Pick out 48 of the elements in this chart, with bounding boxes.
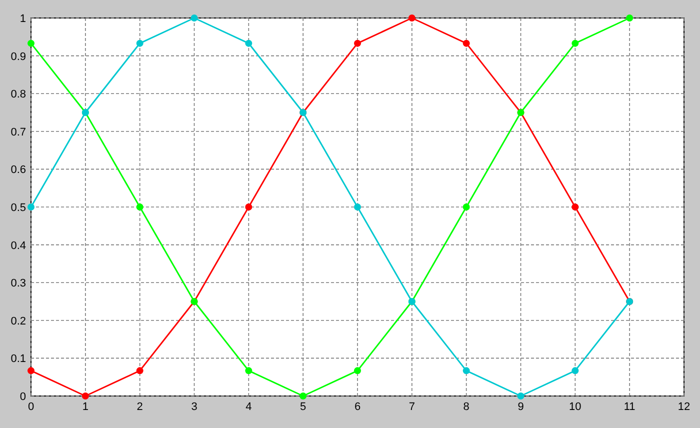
point <box>245 367 252 374</box>
point <box>572 40 579 47</box>
x-tick-label: 1 <box>82 401 88 413</box>
x-tick-label: 7 <box>408 401 415 413</box>
point <box>28 40 34 47</box>
y-tick-label: 0.7 <box>10 126 26 138</box>
x-tick-label: 11 <box>624 401 636 413</box>
x-tick-label: 5 <box>300 401 306 413</box>
point <box>462 367 470 374</box>
x-tick-label: 4 <box>246 401 252 413</box>
point <box>517 392 524 400</box>
point <box>136 40 144 47</box>
point <box>462 40 470 47</box>
point <box>82 392 89 400</box>
x-tick-label: 2 <box>136 401 143 413</box>
x-tick-label: 10 <box>569 401 582 413</box>
x-tick-label: 6 <box>354 401 361 413</box>
y-tick-label: 1 <box>20 13 26 25</box>
y-tick-label: 0.1 <box>10 353 26 366</box>
point <box>354 40 361 47</box>
point <box>245 204 252 210</box>
y-tick-label: 0.3 <box>10 278 26 290</box>
y-tick-label: 0.4 <box>10 240 26 252</box>
point <box>300 392 307 400</box>
y-tick-label: 0.9 <box>10 50 26 63</box>
point <box>28 367 34 374</box>
point <box>626 14 634 22</box>
point <box>28 204 34 210</box>
y-tick-label: 0.8 <box>10 88 26 101</box>
point <box>245 40 252 47</box>
point <box>136 367 144 374</box>
point <box>572 367 579 374</box>
point <box>408 14 416 22</box>
x-tick-label: 12 <box>678 401 690 413</box>
x-tick-label: 3 <box>191 401 198 413</box>
point <box>572 204 579 210</box>
y-tick-label: 0.2 <box>10 315 26 328</box>
y-tick-label: 0.6 <box>10 164 26 176</box>
point <box>354 367 361 374</box>
point <box>190 14 198 22</box>
point <box>462 204 470 210</box>
point <box>354 204 361 210</box>
point <box>136 204 144 210</box>
y-tick-label: 0 <box>20 391 26 403</box>
x-tick-label: 0 <box>28 401 34 413</box>
x-tick-label: 9 <box>518 401 524 413</box>
y-tick-label: 0.5 <box>10 202 26 214</box>
x-tick-label: 8 <box>463 401 470 413</box>
